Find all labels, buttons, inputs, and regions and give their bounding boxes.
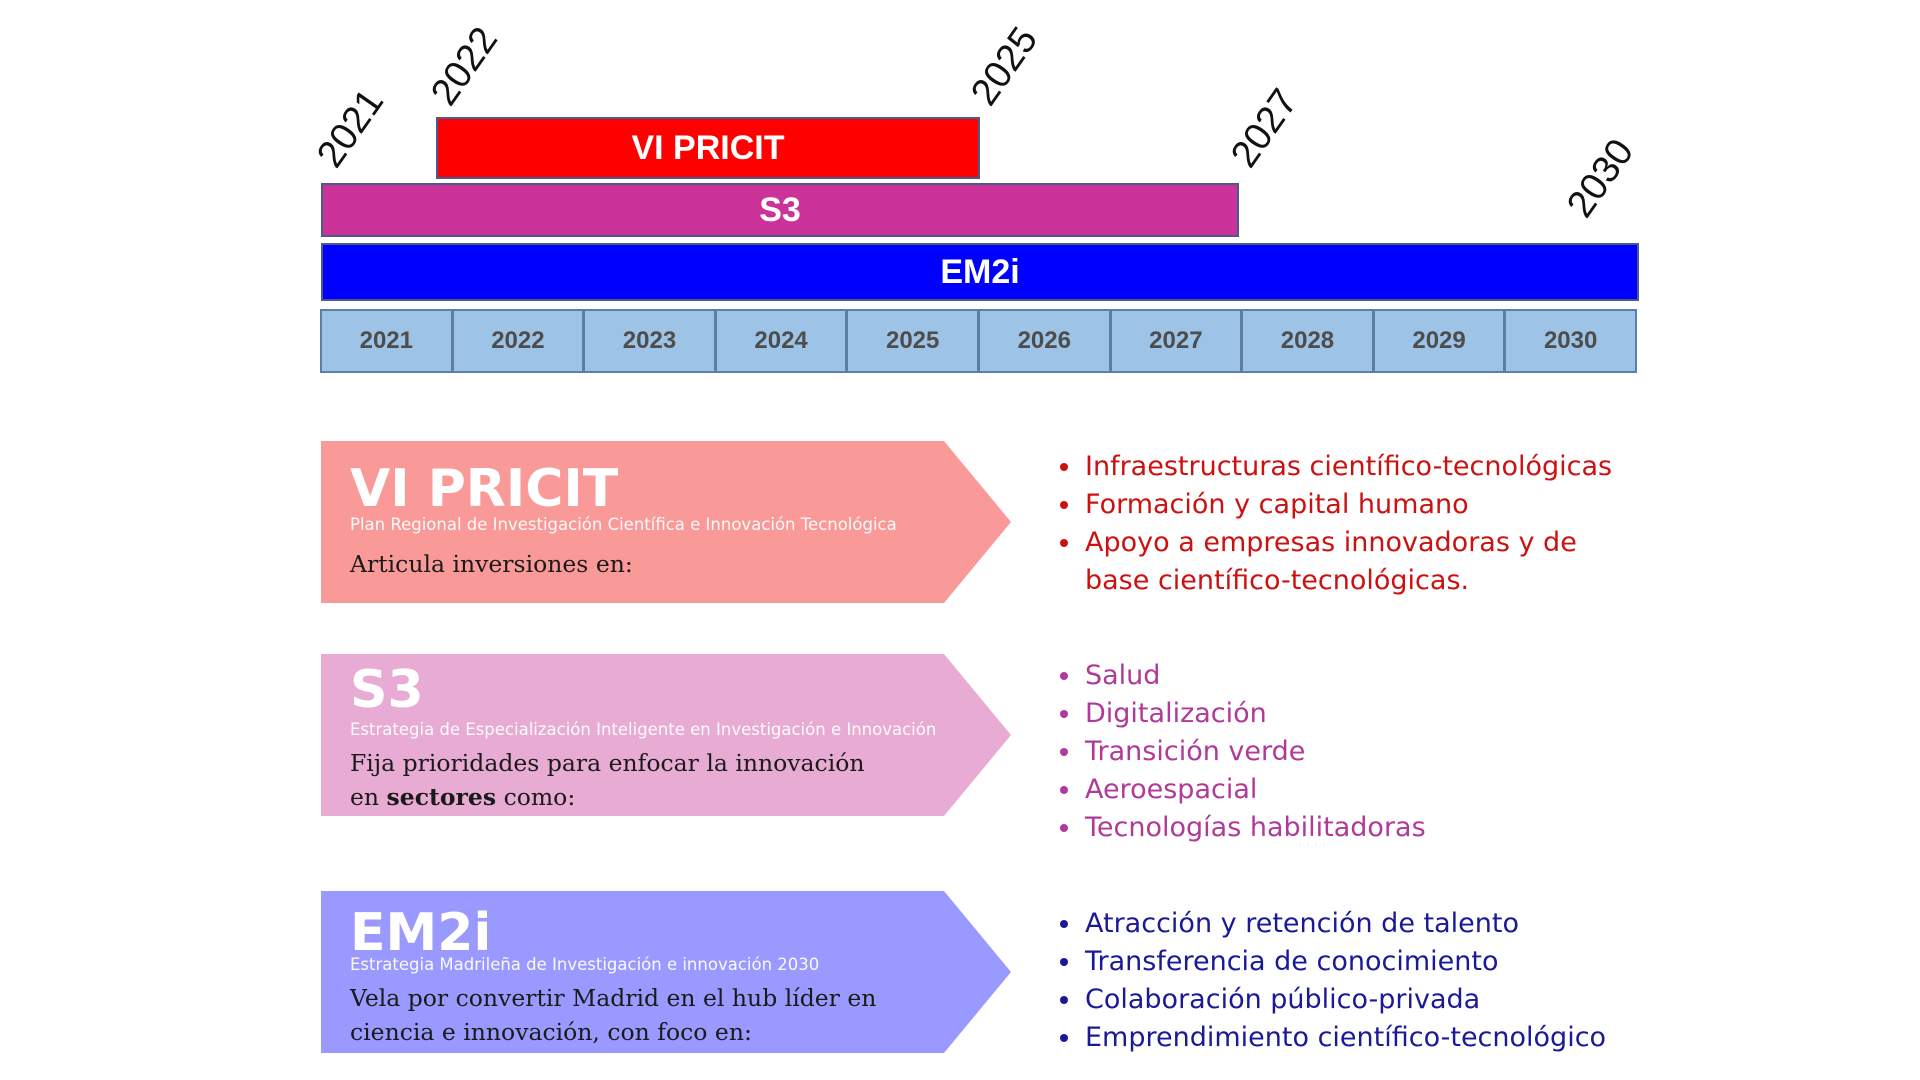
bullet-icon <box>1060 824 1068 832</box>
tick-label-2025: 2025 <box>963 19 1047 114</box>
timeline-bar-s3-label: S3 <box>759 190 801 229</box>
list-item-label: Emprendimiento científico-tecnológico <box>1085 1022 1607 1053</box>
bullet-list-s3: Salud Digitalización Transición verde Ae… <box>1060 657 1426 847</box>
list-item-label: Colaboración público-privada <box>1085 984 1481 1015</box>
year-cell: 2023 <box>583 309 716 373</box>
bullet-icon <box>1060 501 1068 509</box>
bullet-icon <box>1060 463 1068 471</box>
block-description-s3-bold: sectores <box>386 783 497 811</box>
list-item-label: Atracción y retención de talento <box>1085 908 1519 939</box>
block-description-em2i-line2: ciencia e innovación, con foco en: <box>350 1018 752 1046</box>
arrow-block-em2i: EM2i Estrategia Madrileña de Investigaci… <box>321 891 1011 1053</box>
block-title-s3: S3 <box>350 660 424 720</box>
list-item: Digitalización <box>1060 695 1426 733</box>
list-item: Formación y capital humano <box>1060 486 1612 524</box>
bullet-icon <box>1060 920 1068 928</box>
block-subtitle-em2i: Estrategia Madrileña de Investigación e … <box>350 955 820 974</box>
timeline-bar-s3: S3 <box>321 183 1239 237</box>
list-item: Tecnologías habilitadoras <box>1060 809 1426 847</box>
bullet-icon <box>1060 748 1068 756</box>
timeline-bar-em2i: EM2i <box>321 243 1639 301</box>
tick-label-2030: 2030 <box>1559 131 1643 226</box>
block-description-em2i: Vela por convertir Madrid en el hub líde… <box>350 981 876 1049</box>
list-item-label: Digitalización <box>1085 698 1267 729</box>
block-description-em2i-line1: Vela por convertir Madrid en el hub líde… <box>350 984 877 1012</box>
bullet-icon <box>1060 958 1068 966</box>
bullet-icon <box>1060 710 1068 718</box>
timeline-bar-pricit: VI PRICIT <box>436 117 980 179</box>
year-cell: 2024 <box>714 309 848 373</box>
year-cell: 2027 <box>1109 309 1243 373</box>
arrow-block-s3: S3 Estrategia de Especialización Intelig… <box>321 654 1011 816</box>
list-item: Transferencia de conocimiento <box>1060 943 1606 981</box>
block-title-em2i: EM2i <box>350 903 492 963</box>
arrow-block-pricit: VI PRICIT Plan Regional de Investigación… <box>321 441 1011 603</box>
list-item-label: Transición verde <box>1085 736 1306 767</box>
bullet-list-em2i: Atracción y retención de talento Transfe… <box>1060 905 1606 1057</box>
list-item: Apoyo a empresas innovadoras y de base c… <box>1060 524 1612 600</box>
list-item: Salud <box>1060 657 1426 695</box>
year-cell: 2029 <box>1372 309 1506 373</box>
bullet-icon <box>1060 539 1068 547</box>
block-description-s3: Fija prioridades para enfocar la innovac… <box>350 746 865 814</box>
list-item-label: Tecnologías habilitadoras <box>1085 812 1426 843</box>
block-description-pricit: Articula inversiones en: <box>350 550 633 578</box>
list-item: Aeroespacial <box>1060 771 1426 809</box>
list-item-label: Apoyo a empresas innovadoras y de <box>1085 527 1577 558</box>
list-item: Emprendimiento científico-tecnológico <box>1060 1019 1606 1057</box>
list-item-label: Transferencia de conocimiento <box>1085 946 1499 977</box>
block-subtitle-s3: Estrategia de Especialización Inteligent… <box>350 720 937 739</box>
list-item: Infraestructuras científico-tecnológicas <box>1060 448 1612 486</box>
tick-label-2021: 2021 <box>309 81 393 176</box>
year-cell: 2021 <box>320 309 453 373</box>
bullet-list-pricit: Infraestructuras científico-tecnológicas… <box>1060 448 1612 600</box>
bullet-icon <box>1060 996 1068 1004</box>
year-cell: 2026 <box>977 309 1111 373</box>
block-title-pricit: VI PRICIT <box>350 459 619 519</box>
year-cell: 2025 <box>846 309 979 373</box>
timeline-bar-pricit-label: VI PRICIT <box>631 128 785 167</box>
year-cell: 2022 <box>451 309 585 373</box>
list-item: Transición verde <box>1060 733 1426 771</box>
year-cell: 2028 <box>1241 309 1374 373</box>
list-item-label: Salud <box>1085 660 1161 691</box>
block-description-s3-line1: Fija prioridades para enfocar la innovac… <box>350 749 865 777</box>
list-item-label-continued: base científico-tecnológicas. <box>1085 565 1470 596</box>
year-cell: 2030 <box>1504 309 1637 373</box>
block-description-s3-post: como: <box>496 783 576 811</box>
block-subtitle-pricit: Plan Regional de Investigación Científic… <box>350 515 897 534</box>
block-description-s3-pre: en <box>350 783 387 811</box>
tick-label-2022: 2022 <box>423 19 507 114</box>
list-item-label: Infraestructuras científico-tecnológicas <box>1085 451 1613 482</box>
year-row: 2021 2022 2023 2024 2025 2026 2027 2028 … <box>320 309 1637 373</box>
list-item-label: Aeroespacial <box>1085 774 1258 805</box>
tick-label-2027: 2027 <box>1223 81 1307 176</box>
list-item-label: Formación y capital humano <box>1085 489 1469 520</box>
list-item: Atracción y retención de talento <box>1060 905 1606 943</box>
bullet-icon <box>1060 672 1068 680</box>
bullet-icon <box>1060 1034 1068 1042</box>
bullet-icon <box>1060 786 1068 794</box>
list-item: Colaboración público-privada <box>1060 981 1606 1019</box>
timeline-bar-em2i-label: EM2i <box>940 252 1020 291</box>
